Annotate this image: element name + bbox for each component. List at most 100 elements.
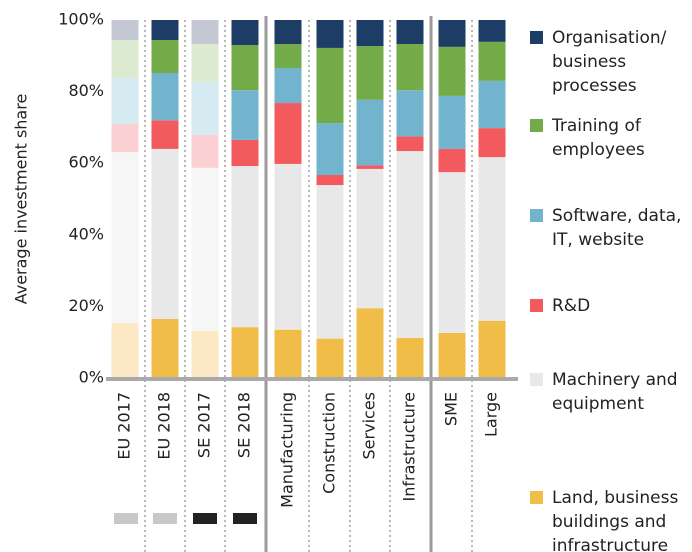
bar-segment — [478, 128, 506, 158]
bar-segment — [438, 20, 466, 47]
bar-segment — [396, 43, 424, 91]
y-tick-label: 100% — [58, 10, 104, 29]
y-tick-label: 20% — [68, 296, 104, 315]
bar-segment — [151, 20, 179, 41]
bar-segment — [111, 123, 139, 153]
bar-segment — [356, 165, 384, 169]
legend-item: Machinery and equipment — [530, 368, 690, 416]
y-tick-label: 40% — [68, 224, 104, 243]
legend-swatch — [530, 373, 543, 386]
x-tick-label: Services — [360, 392, 379, 459]
bar-segment — [396, 151, 424, 338]
x-tick-label: SME — [442, 392, 461, 426]
bar-segment — [438, 95, 466, 149]
x-tick-label: EU 2018 — [155, 392, 174, 460]
legend-label: Training of employees — [552, 116, 645, 160]
group-swatch — [193, 513, 217, 524]
bar-segment — [356, 20, 384, 47]
legend-swatch — [530, 491, 543, 504]
x-tick-label: Manufacturing — [278, 392, 297, 508]
legend-item: Training of employees — [530, 114, 690, 162]
bar-segment — [438, 148, 466, 173]
bar-segment — [356, 308, 384, 378]
bar-segment — [231, 45, 259, 91]
bar-segment — [111, 77, 139, 124]
bar-segment — [231, 139, 259, 167]
bar-segment — [274, 329, 302, 378]
bar-segment — [274, 103, 302, 164]
group-swatch — [153, 513, 177, 524]
x-tick-label: Construction — [320, 392, 339, 494]
x-tick-label: Infrastructure — [400, 392, 419, 501]
bar-segment — [478, 80, 506, 129]
bar-segment — [356, 46, 384, 100]
legend-item: Land, business buildings and infrastruct… — [530, 486, 690, 552]
bar-segment — [396, 90, 424, 137]
legend-swatch — [530, 209, 543, 222]
legend-swatch — [530, 299, 543, 312]
bar-segment — [316, 185, 344, 339]
bar-segment — [231, 166, 259, 328]
bar-segment — [316, 47, 344, 124]
legend-label: Organisation/ business processes — [552, 28, 667, 96]
bar-segment — [191, 167, 219, 331]
bar-segment — [438, 332, 466, 378]
legend-swatch — [530, 119, 543, 132]
bar-segment — [111, 152, 139, 323]
bar-segment — [396, 136, 424, 152]
bar-segment — [111, 20, 139, 41]
bar-segment — [316, 175, 344, 186]
legend-item: R&D — [530, 294, 690, 318]
bar-segment — [231, 327, 259, 378]
bar-segment — [478, 320, 506, 378]
legend-label: Land, business buildings and infrastruct… — [552, 488, 679, 552]
legend-item: Software, data, IT, website — [530, 204, 690, 252]
bar-segment — [191, 134, 219, 168]
bar-segment — [231, 90, 259, 140]
bar-segment — [191, 330, 219, 378]
legend-label: Machinery and equipment — [552, 370, 678, 414]
bar-segment — [111, 322, 139, 378]
bar-segment — [191, 43, 219, 82]
group-swatch — [233, 513, 257, 524]
bar-segment — [231, 20, 259, 46]
bar-segment — [356, 168, 384, 309]
group-dividers — [264, 16, 433, 552]
legend-label: R&D — [552, 296, 591, 316]
bar-segment — [438, 172, 466, 333]
bar-segment — [438, 46, 466, 96]
bar-segment — [151, 120, 179, 149]
bar-segment — [396, 20, 424, 44]
x-tick-label: EU 2017 — [115, 392, 134, 460]
bar-segment — [396, 337, 424, 378]
legend-label: Software, data, IT, website — [552, 206, 682, 250]
bar-segment — [151, 148, 179, 319]
y-axis-label: Average investment share — [12, 94, 31, 305]
x-tick-label: SE 2018 — [235, 392, 254, 458]
bar-segment — [191, 20, 219, 44]
bar-segment — [191, 81, 219, 135]
separators — [144, 20, 473, 552]
bar-segment — [316, 123, 344, 176]
bar-segment — [274, 67, 302, 104]
bar-segment — [151, 72, 179, 121]
y-tick-label: 0% — [79, 368, 104, 387]
bar-segment — [478, 41, 506, 81]
bar-segment — [274, 43, 302, 68]
legend-swatch — [530, 31, 543, 44]
bar-segment — [111, 40, 139, 78]
bar-segment — [316, 20, 344, 48]
y-tick-label: 60% — [68, 153, 104, 172]
bar-segment — [316, 338, 344, 378]
bar-segment — [478, 157, 506, 321]
bar-segment — [356, 99, 384, 166]
legend-item: Organisation/ business processes — [530, 26, 690, 98]
group-swatch — [114, 513, 138, 524]
x-tick-label: Large — [482, 392, 501, 437]
bar-segment — [151, 318, 179, 378]
bar-segment — [478, 20, 506, 42]
bar-segment — [274, 163, 302, 330]
bar-segment — [274, 20, 302, 44]
